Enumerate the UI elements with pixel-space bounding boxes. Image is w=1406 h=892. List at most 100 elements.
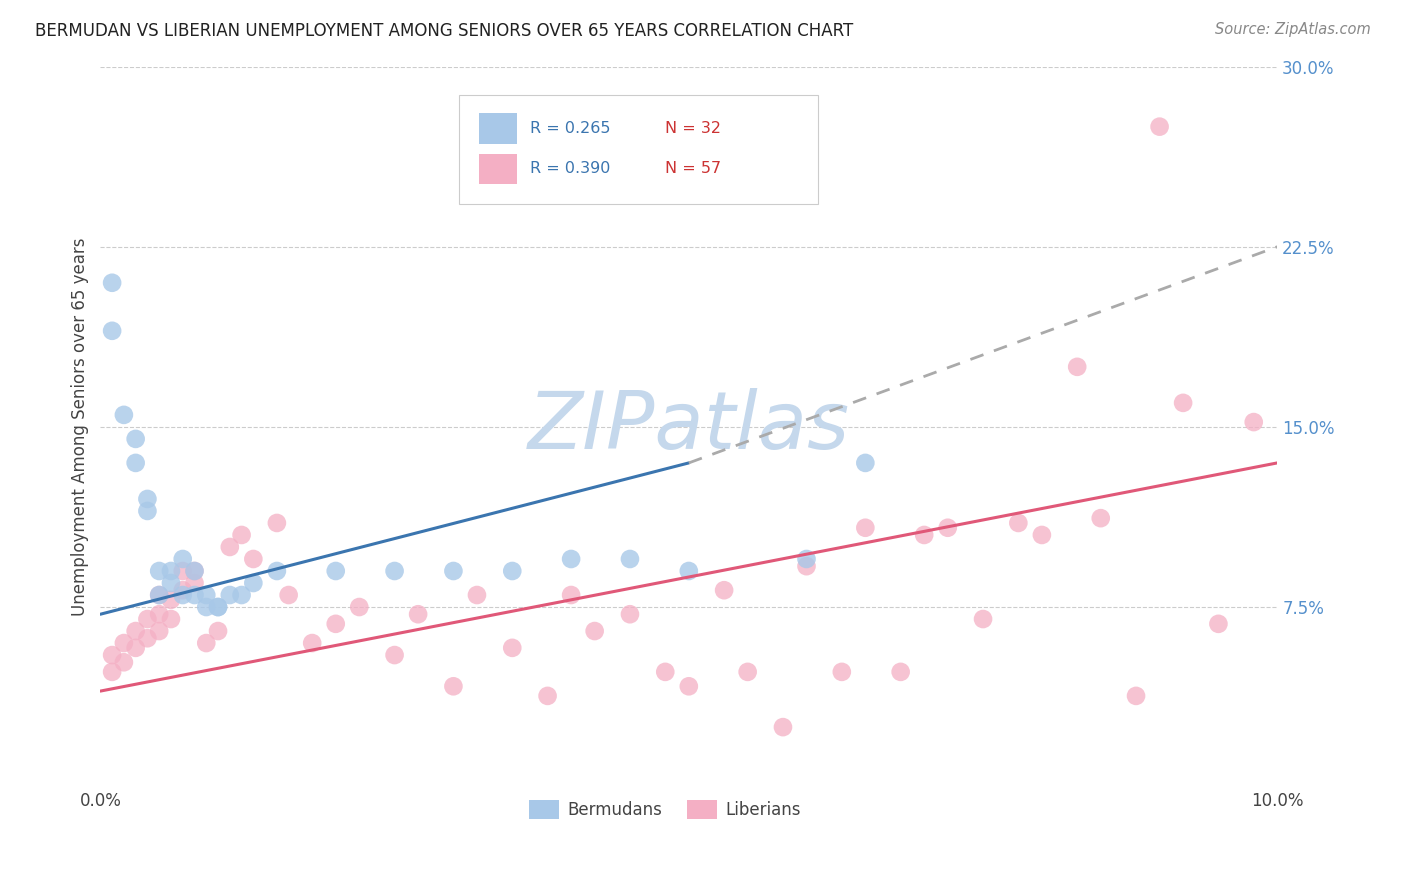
Point xyxy=(1007,516,1029,530)
Point xyxy=(1066,359,1088,374)
Point xyxy=(136,632,159,646)
Point xyxy=(242,552,264,566)
Point xyxy=(160,564,183,578)
Point xyxy=(136,504,159,518)
Point xyxy=(560,588,582,602)
Point xyxy=(172,583,194,598)
Point xyxy=(124,640,146,655)
Point xyxy=(1243,415,1265,429)
Point xyxy=(583,624,606,638)
Point xyxy=(713,583,735,598)
Point xyxy=(325,616,347,631)
Point xyxy=(207,600,229,615)
Point xyxy=(172,564,194,578)
Point xyxy=(853,456,876,470)
Point xyxy=(160,612,183,626)
Point xyxy=(936,521,959,535)
Point xyxy=(112,408,135,422)
FancyBboxPatch shape xyxy=(460,95,818,203)
Point xyxy=(207,600,229,615)
Point xyxy=(441,564,464,578)
Point xyxy=(349,600,371,615)
Point xyxy=(112,655,135,669)
FancyBboxPatch shape xyxy=(479,113,517,144)
Point xyxy=(172,552,194,566)
Point xyxy=(1125,689,1147,703)
Point xyxy=(301,636,323,650)
Point xyxy=(207,624,229,638)
Point xyxy=(101,276,124,290)
Text: Source: ZipAtlas.com: Source: ZipAtlas.com xyxy=(1215,22,1371,37)
Point xyxy=(124,624,146,638)
Text: ZIPatlas: ZIPatlas xyxy=(527,388,849,466)
Point xyxy=(654,665,676,679)
Point xyxy=(1208,616,1230,631)
Point xyxy=(277,588,299,602)
Text: R = 0.265: R = 0.265 xyxy=(530,121,610,136)
Point xyxy=(266,564,288,578)
Point xyxy=(325,564,347,578)
Point xyxy=(772,720,794,734)
Point xyxy=(101,324,124,338)
Point xyxy=(501,564,523,578)
Text: N = 57: N = 57 xyxy=(665,161,721,177)
Point xyxy=(441,679,464,693)
Point xyxy=(406,607,429,622)
Point xyxy=(160,592,183,607)
Point xyxy=(218,540,240,554)
Point xyxy=(101,648,124,662)
Point xyxy=(195,636,218,650)
Point xyxy=(737,665,759,679)
Point xyxy=(266,516,288,530)
Point xyxy=(1171,396,1194,410)
Legend: Bermudans, Liberians: Bermudans, Liberians xyxy=(523,793,808,826)
Y-axis label: Unemployment Among Seniors over 65 years: Unemployment Among Seniors over 65 years xyxy=(72,237,89,616)
Point xyxy=(972,612,994,626)
Point xyxy=(242,576,264,591)
Point xyxy=(501,640,523,655)
Point xyxy=(183,588,205,602)
Text: BERMUDAN VS LIBERIAN UNEMPLOYMENT AMONG SENIORS OVER 65 YEARS CORRELATION CHART: BERMUDAN VS LIBERIAN UNEMPLOYMENT AMONG … xyxy=(35,22,853,40)
Point xyxy=(384,648,406,662)
Point xyxy=(465,588,488,602)
Point xyxy=(112,636,135,650)
Point xyxy=(124,456,146,470)
Point xyxy=(678,679,700,693)
Point xyxy=(183,564,205,578)
Point xyxy=(148,607,170,622)
Point xyxy=(560,552,582,566)
Point xyxy=(1149,120,1171,134)
Point xyxy=(912,528,935,542)
Point xyxy=(148,624,170,638)
Point xyxy=(124,432,146,446)
Point xyxy=(1031,528,1053,542)
Point xyxy=(536,689,558,703)
Point xyxy=(160,576,183,591)
Text: R = 0.390: R = 0.390 xyxy=(530,161,610,177)
Point xyxy=(218,588,240,602)
Point xyxy=(678,564,700,578)
Point xyxy=(195,600,218,615)
Text: N = 32: N = 32 xyxy=(665,121,721,136)
Point xyxy=(148,564,170,578)
Point xyxy=(231,588,253,602)
Point xyxy=(619,552,641,566)
Point xyxy=(148,588,170,602)
Point xyxy=(890,665,912,679)
Point xyxy=(619,607,641,622)
Point xyxy=(195,588,218,602)
Point xyxy=(796,552,818,566)
Point xyxy=(1090,511,1112,525)
Point xyxy=(183,576,205,591)
Point xyxy=(136,491,159,506)
FancyBboxPatch shape xyxy=(479,153,517,184)
Point xyxy=(183,564,205,578)
Point xyxy=(148,588,170,602)
Point xyxy=(853,521,876,535)
Point xyxy=(831,665,853,679)
Point xyxy=(136,612,159,626)
Point xyxy=(172,588,194,602)
Point xyxy=(796,559,818,574)
Point xyxy=(384,564,406,578)
Point xyxy=(231,528,253,542)
